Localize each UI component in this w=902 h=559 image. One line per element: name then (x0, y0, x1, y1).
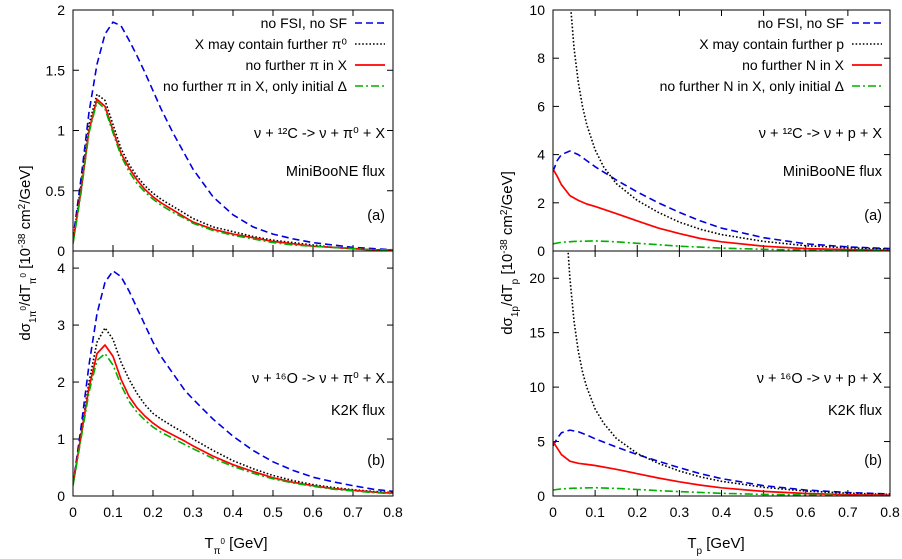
series-line-4 (553, 486, 890, 496)
y-tick-label: 4 (537, 147, 545, 163)
series-line-2 (567, 251, 890, 496)
reaction-label: ν + ¹²C -> ν + π⁰ + X (254, 126, 385, 142)
x-tick-label: 0.7 (343, 504, 363, 520)
reaction-label: ν + ¹⁶O -> ν + p + X (757, 371, 883, 387)
legend-label: no further π in X, only initial Δ (163, 78, 347, 94)
flux-label: MiniBooNE flux (783, 164, 883, 180)
legend-label: no further N in X, only initial Δ (660, 78, 844, 94)
legend-label: no FSI, no SF (261, 15, 347, 31)
legend-label: X may contain further π⁰ (195, 36, 348, 52)
x-tick-label: 0.2 (143, 504, 163, 520)
y-tick-label: 20 (529, 270, 545, 286)
x-tick-label: 0 (549, 504, 557, 520)
series-line-1 (553, 150, 890, 250)
left-x-axis-label: Tπ0 [GeV] (204, 535, 267, 557)
y-tick-label: 5 (537, 434, 545, 450)
y-tick-label: 10 (529, 2, 545, 18)
right-y-axis-label: dσ1p/dTp [10-38 cm2/GeV] (499, 171, 521, 335)
y-tick-label: 10 (529, 379, 545, 395)
y-tick-label: 1 (57, 123, 65, 139)
x-tick-label: 0.6 (796, 504, 816, 520)
x-tick-label: 0.6 (303, 504, 323, 520)
x-tick-label: 0.5 (754, 504, 774, 520)
flux-label: K2K flux (331, 403, 386, 419)
y-tick-label: 0 (57, 243, 65, 259)
x-tick-label: 0.4 (712, 504, 732, 520)
right-x-axis-label: Tp [GeV] (687, 535, 744, 557)
x-tick-label: 0.5 (263, 504, 283, 520)
plot-frame (72, 250, 394, 497)
y-tick-label: 0 (57, 488, 65, 504)
x-tick-label: 0.8 (383, 504, 403, 520)
x-tick-label: 0 (69, 504, 77, 520)
y-tick-label: 1.5 (46, 62, 66, 78)
reaction-label: ν + ¹²C -> ν + p + X (759, 126, 883, 142)
left-y-axis-label: dσ1π0/dTπ0 [10-38 cm2/GeV] (17, 165, 39, 340)
flux-label: MiniBooNE flux (286, 164, 386, 180)
panel-label: (b) (367, 453, 385, 469)
series-line-4 (73, 100, 393, 251)
y-tick-label: 4 (57, 260, 65, 276)
y-tick-label: 8 (537, 50, 545, 66)
flux-label: K2K flux (828, 403, 883, 419)
x-tick-label: 0.7 (838, 504, 858, 520)
legend-label: no further π in X (246, 57, 348, 73)
series-line-2 (570, 10, 890, 250)
series-line-3 (553, 168, 890, 251)
legend-label: X may contain further p (699, 36, 844, 52)
panel-right-top: 0 2 4 6 8 10 no FSI, no SF X may contain furthe… (529, 2, 891, 259)
y-tick-label: 0 (537, 488, 545, 504)
y-tick-label: 0.5 (46, 183, 66, 199)
x-tick-label: 0.3 (670, 504, 690, 520)
y-tick-label: 15 (529, 325, 545, 341)
y-tick-label: 1 (57, 431, 65, 447)
panel-left-top: 0 0.5 1 1.5 2 no FSI, no SF X may contain furt… (46, 2, 394, 259)
x-tick-label: 0.8 (880, 504, 900, 520)
series-line-2 (73, 327, 393, 494)
series-line-2 (73, 93, 393, 251)
y-tick-label: 3 (57, 317, 65, 333)
y-tick-label: 6 (537, 98, 545, 114)
series-line-4 (553, 240, 890, 251)
series-line-1 (73, 270, 393, 493)
reaction-label: ν + ¹⁶O -> ν + π⁰ + X (252, 371, 385, 387)
y-tick-label: 2 (537, 195, 545, 211)
y-tick-label: 0 (537, 243, 545, 259)
legend-label: no FSI, no SF (758, 15, 844, 31)
panel-label: (a) (864, 208, 882, 224)
y-tick-label: 2 (57, 2, 65, 18)
panel-label: (a) (367, 208, 385, 224)
panel-left-bottom: 0 1 2 3 4 0 0.1 0.2 0.3 0.4 0.5 0.6 0.7 0.8 ν + ¹⁶O ->… (57, 250, 403, 520)
series-line-3 (553, 441, 890, 496)
x-tick-label: 0.3 (183, 504, 203, 520)
series-line-3 (73, 344, 393, 495)
x-tick-label: 0.1 (585, 504, 605, 520)
series-line-1 (553, 429, 890, 495)
panel-label: (b) (864, 453, 882, 469)
legend-label: no further N in X (742, 57, 845, 73)
plot-frame (552, 250, 891, 497)
x-tick-label: 0.4 (223, 504, 243, 520)
x-tick-label: 0.2 (628, 504, 648, 520)
x-tick-label: 0.1 (103, 504, 123, 520)
panel-right-bottom: 0 5 10 15 20 0 0.1 0.2 0.3 0.4 0.5 0.6 0.7 0.8 ν + ¹⁶O… (529, 250, 900, 520)
y-tick-label: 2 (57, 374, 65, 390)
